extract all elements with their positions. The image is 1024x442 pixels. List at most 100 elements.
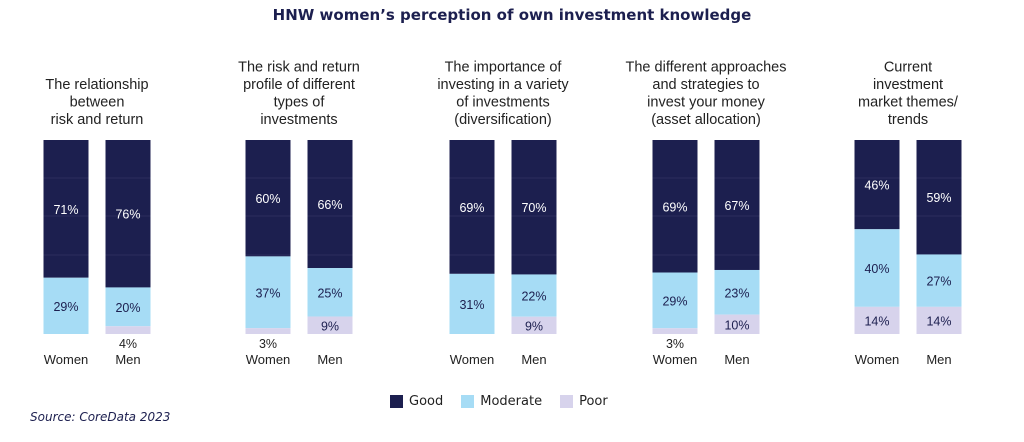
group-heading-line: and strategies to <box>652 77 759 93</box>
data-label-good-women: 46% <box>864 179 889 193</box>
legend-label-good: Good <box>409 394 444 409</box>
bar-segment-poor-men <box>105 326 151 334</box>
data-label-poor-men: 14% <box>926 314 951 328</box>
data-label-poor-women: 3% <box>259 337 277 351</box>
data-label-moderate-women: 29% <box>662 294 687 308</box>
data-label-good-men: 70% <box>521 201 546 215</box>
group-heading-line: invest your money <box>647 95 765 111</box>
data-label-good-men: 59% <box>926 191 951 205</box>
group-heading-line: The relationship <box>45 77 148 93</box>
group-heading-line: (asset allocation) <box>651 112 761 128</box>
legend-label-poor: Poor <box>579 394 608 409</box>
group-heading-line: profile of different <box>243 77 355 93</box>
data-label-good-men: 66% <box>317 198 342 212</box>
legend-swatch-good <box>390 395 403 408</box>
data-label-poor-men: 9% <box>525 319 543 333</box>
data-label-poor-women: 3% <box>666 337 684 351</box>
bar-segment-moderate-women <box>245 256 291 329</box>
bar-segment-poor-men <box>714 314 760 334</box>
legend-item-good: Good <box>390 394 443 409</box>
chart-legend: Good Moderate Poor <box>390 394 608 409</box>
data-label-poor-women: 14% <box>864 314 889 328</box>
bar-segment-moderate-men <box>105 287 151 327</box>
bar-segment-good-women <box>245 140 291 257</box>
data-label-moderate-women: 40% <box>864 262 889 276</box>
data-label-moderate-women: 31% <box>459 298 484 312</box>
bar-segment-good-men <box>105 140 151 288</box>
bar-segment-moderate-men <box>916 254 962 307</box>
bar-segment-moderate-women <box>43 277 89 334</box>
chart-title: HNW women’s perception of own investment… <box>272 6 752 24</box>
bar-segment-good-women <box>449 140 495 274</box>
legend-swatch-poor <box>560 395 574 408</box>
category-label-men: Men <box>317 352 342 367</box>
legend-label-moderate: Moderate <box>480 394 543 409</box>
group-heading-line: trends <box>888 112 928 128</box>
bar-segment-moderate-men <box>511 274 557 317</box>
bar-segment-good-men <box>307 140 353 269</box>
group-heading-line: Current <box>884 60 932 76</box>
group-heading-line: market themes/ <box>858 95 959 111</box>
group-heading-line: The importance of <box>445 60 563 76</box>
group-heading-line: investing in a variety <box>437 77 569 93</box>
data-label-good-women: 69% <box>662 200 687 214</box>
bar-segment-poor-men <box>307 316 353 334</box>
bar-segment-good-men <box>511 140 557 275</box>
bar-segment-moderate-men <box>714 269 760 315</box>
bar-segment-poor-men <box>916 306 962 334</box>
source-note: Source: CoreData 2023 <box>30 410 171 424</box>
bar-segment-good-women <box>854 140 900 230</box>
category-label-men: Men <box>724 352 749 367</box>
data-label-moderate-men: 20% <box>115 301 140 315</box>
bar-segment-good-men <box>916 140 962 255</box>
bar-segment-poor-men <box>511 316 557 334</box>
bar-segment-good-women <box>652 140 698 273</box>
group-heading-line: types of <box>274 95 326 111</box>
bar-segment-good-men <box>714 140 760 270</box>
legend-item-moderate: Moderate <box>461 394 542 409</box>
data-label-moderate-women: 37% <box>255 286 280 300</box>
bar-segment-poor-women <box>245 328 291 334</box>
category-label-women: Women <box>246 352 291 367</box>
data-label-poor-men: 10% <box>724 318 749 332</box>
data-label-poor-men: 4% <box>119 337 137 351</box>
group-heading-line: investments <box>260 112 337 128</box>
category-label-women: Women <box>44 352 89 367</box>
category-label-men: Men <box>926 352 951 367</box>
group-heading-line: of investments <box>456 95 550 111</box>
data-label-moderate-men: 23% <box>724 286 749 300</box>
bar-segment-poor-women <box>652 328 698 334</box>
data-label-moderate-men: 27% <box>926 275 951 289</box>
bar-segment-moderate-women <box>652 272 698 329</box>
data-label-poor-men: 9% <box>321 319 339 333</box>
category-label-men: Men <box>521 352 546 367</box>
category-label-men: Men <box>115 352 140 367</box>
group-heading-line: between <box>70 95 125 111</box>
group-heading-line: (diversification) <box>454 112 552 128</box>
group-heading-line: The risk and return <box>238 60 360 76</box>
group-heading-line: risk and return <box>51 112 144 128</box>
data-label-good-women: 69% <box>459 201 484 215</box>
data-label-moderate-men: 25% <box>317 286 342 300</box>
bar-segment-moderate-women <box>854 229 900 307</box>
legend-swatch-moderate <box>461 395 475 408</box>
data-label-moderate-men: 22% <box>521 290 546 304</box>
category-label-women: Women <box>450 352 495 367</box>
bar-segment-poor-women <box>854 306 900 334</box>
data-label-good-women: 60% <box>255 192 280 206</box>
data-label-good-men: 76% <box>115 208 140 222</box>
category-label-women: Women <box>653 352 698 367</box>
bar-segment-moderate-women <box>449 273 495 334</box>
data-label-good-women: 71% <box>53 203 78 217</box>
group-heading-line: investment <box>873 77 943 93</box>
legend-item-poor: Poor <box>560 394 608 409</box>
group-heading-line: The different approaches <box>626 60 787 76</box>
data-label-moderate-women: 29% <box>53 300 78 314</box>
category-label-women: Women <box>855 352 900 367</box>
